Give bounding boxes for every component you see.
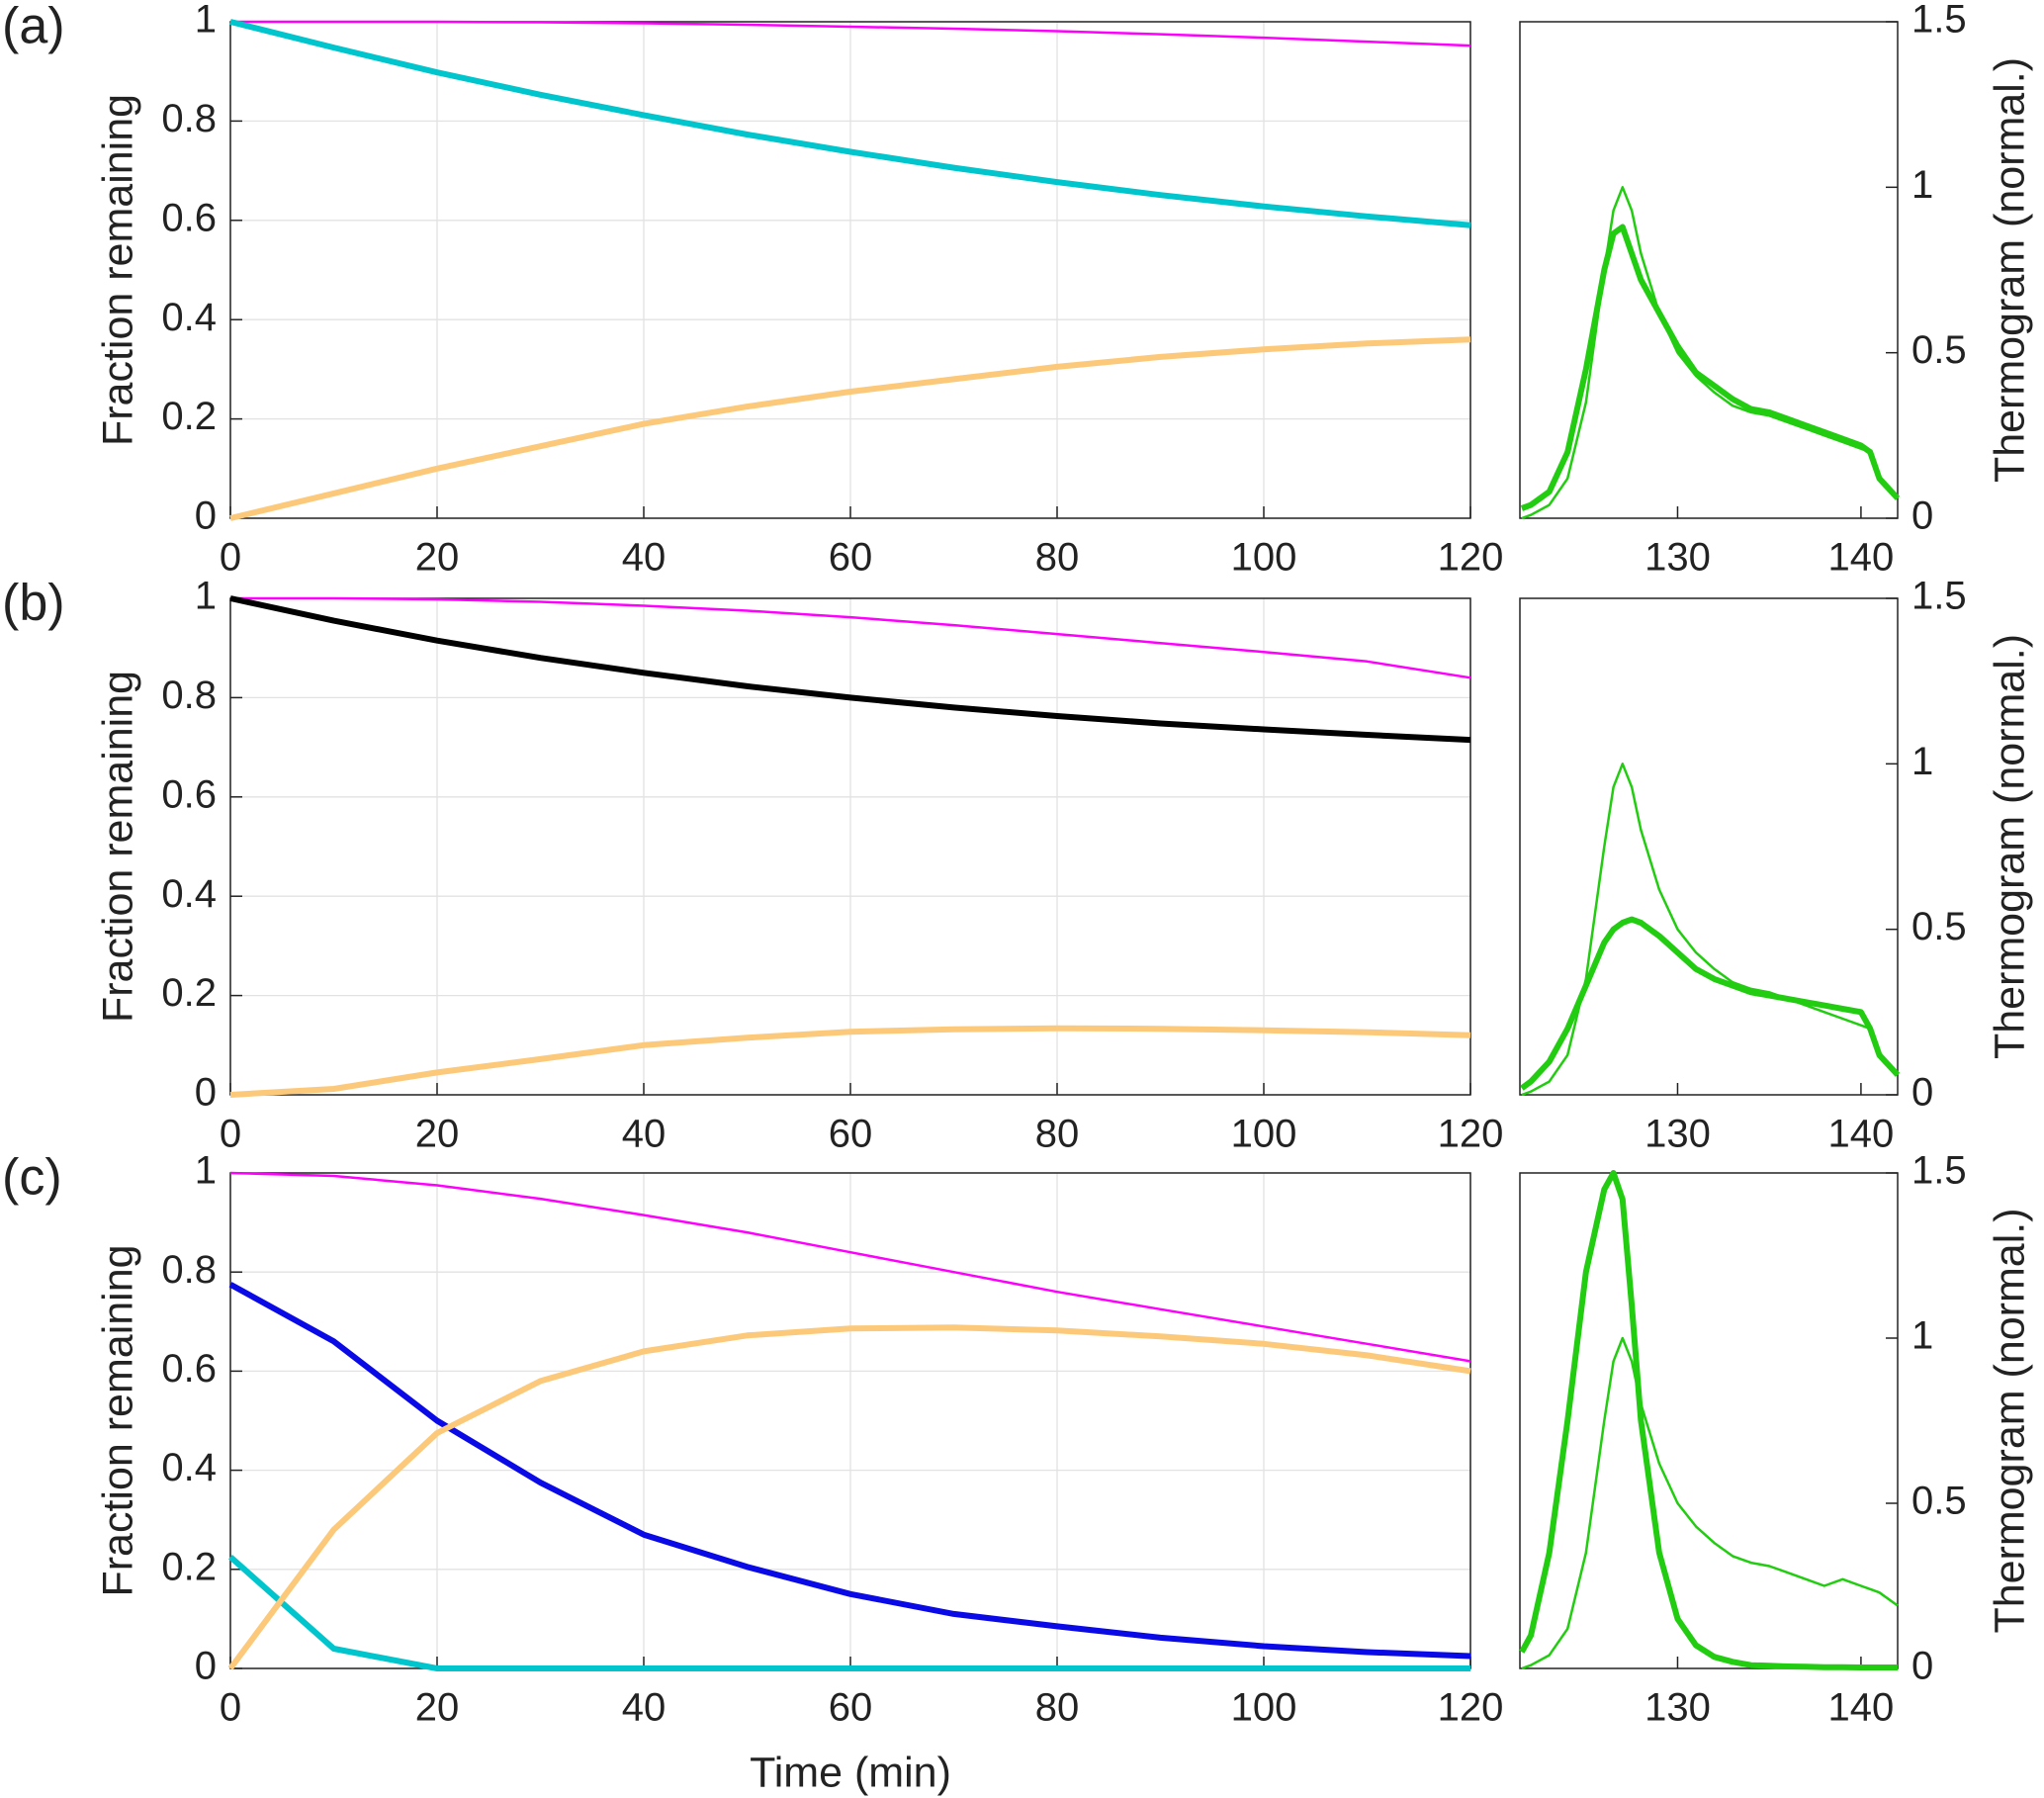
y-axis-label: Thermogram (normal.) xyxy=(1986,634,2033,1059)
x-tick-label: 140 xyxy=(1828,536,1895,580)
x-tick-label: 0 xyxy=(220,536,241,580)
data-line xyxy=(227,1324,1471,1670)
data-line xyxy=(230,596,1471,679)
x-tick-label: 40 xyxy=(622,1113,667,1156)
y-tick-label: 0.8 xyxy=(161,674,217,717)
panel-label: (b) xyxy=(2,575,65,632)
data-line xyxy=(230,20,1471,47)
x-tick-label: 100 xyxy=(1231,1113,1297,1156)
x-tick-label: 120 xyxy=(1438,1686,1504,1730)
panel: 0 20 40 60 80 100 120 0 0.2 0.4 0.6 0.8 1 (c) Fraction… xyxy=(2,1149,1503,1797)
x-tick-label: 130 xyxy=(1644,1113,1711,1156)
y-tick-label: 0.2 xyxy=(161,971,217,1015)
y-axis-label: Thermogram (normal.) xyxy=(1986,57,2033,483)
plot-frame xyxy=(229,21,1471,519)
plot-frame xyxy=(1519,597,1899,1096)
x-tick-label: 100 xyxy=(1231,1686,1297,1730)
x-tick-label: 120 xyxy=(1438,1113,1504,1156)
y-tick-label: 1 xyxy=(195,575,217,618)
x-tick-label: 0 xyxy=(220,1686,241,1730)
y-tick-label: 0.6 xyxy=(161,1347,217,1391)
data-line xyxy=(1521,763,1899,1097)
data-line xyxy=(229,1025,1471,1098)
y-tick-label: 0 xyxy=(195,494,217,538)
x-tick-label: 120 xyxy=(1438,536,1504,580)
x-tick-label: 80 xyxy=(1035,1113,1080,1156)
y-tick-label: 1 xyxy=(195,0,217,42)
y-tick-label: 1.5 xyxy=(1911,0,1967,42)
x-tick-label: 0 xyxy=(220,1113,241,1156)
panel: 130 140 0 0.5 1 1.5 Thermogram (normal.) xyxy=(1519,0,2033,580)
y-tick-label: 0.4 xyxy=(161,872,217,916)
y-axis-label: Fraction remaining xyxy=(94,671,141,1023)
panel-label: (c) xyxy=(2,1149,62,1207)
panel-label: (a) xyxy=(2,0,65,55)
plot-frame xyxy=(1519,1172,1899,1669)
x-tick-label: 130 xyxy=(1644,1686,1711,1730)
data-line xyxy=(1520,916,1901,1091)
panel: 130 140 0 0.5 1 1.5 Thermogram (normal.) xyxy=(1519,575,2033,1156)
data-line xyxy=(229,336,1471,521)
y-tick-label: 1 xyxy=(1911,1314,1933,1358)
y-tick-label: 0.4 xyxy=(161,1446,217,1489)
data-line xyxy=(228,1282,1471,1660)
x-tick-label: 40 xyxy=(622,536,667,580)
x-tick-label: 60 xyxy=(829,536,873,580)
panel: 0 20 40 60 80 100 120 0 0.2 0.4 0.6 0.8 1 (a) Fraction… xyxy=(2,0,1503,580)
y-tick-label: 0.6 xyxy=(161,772,217,816)
y-tick-label: 1 xyxy=(1911,740,1933,783)
x-tick-label: 140 xyxy=(1828,1113,1895,1156)
plot-frame xyxy=(229,597,1471,1096)
x-tick-label: 140 xyxy=(1828,1686,1895,1730)
y-tick-label: 0.5 xyxy=(1911,1480,1967,1523)
plot-frame xyxy=(1519,21,1899,519)
y-axis-label: Fraction remaining xyxy=(94,1244,141,1596)
y-tick-label: 0 xyxy=(195,1645,217,1688)
y-tick-label: 0.8 xyxy=(161,1248,217,1292)
y-tick-label: 1 xyxy=(195,1149,217,1193)
data-line xyxy=(229,595,1471,744)
y-tick-label: 0.2 xyxy=(161,1545,217,1588)
data-line xyxy=(229,19,1471,228)
x-tick-label: 40 xyxy=(622,1686,667,1730)
y-tick-label: 0 xyxy=(1911,1071,1933,1115)
panel: 130 140 0 0.5 1 1.5 Thermogram (normal.) xyxy=(1519,1149,2033,1730)
data-line xyxy=(229,1171,1471,1363)
x-tick-label: 60 xyxy=(829,1113,873,1156)
x-axis-label: Time (min) xyxy=(750,1749,951,1796)
x-tick-label: 20 xyxy=(415,1113,460,1156)
y-tick-label: 0 xyxy=(1911,1645,1933,1688)
data-line xyxy=(1521,1336,1899,1670)
panel: 0 20 40 60 80 100 120 0 0.2 0.4 0.6 0.8 1 (b) Fraction… xyxy=(2,575,1503,1156)
y-tick-label: 0.6 xyxy=(161,196,217,239)
x-tick-label: 20 xyxy=(415,536,460,580)
y-axis-label: Fraction remaining xyxy=(94,94,141,446)
y-tick-label: 1.5 xyxy=(1911,1149,1967,1193)
y-tick-label: 1.5 xyxy=(1911,575,1967,618)
x-tick-label: 80 xyxy=(1035,536,1080,580)
y-tick-label: 0.4 xyxy=(161,296,217,339)
data-line xyxy=(1519,1170,1898,1670)
y-tick-label: 0.2 xyxy=(161,395,217,438)
data-line xyxy=(228,1555,1470,1671)
data-line xyxy=(1521,186,1899,520)
x-tick-label: 130 xyxy=(1644,536,1711,580)
y-tick-label: 0.5 xyxy=(1911,905,1967,948)
x-tick-label: 80 xyxy=(1035,1686,1080,1730)
data-line xyxy=(1520,224,1901,511)
x-tick-label: 20 xyxy=(415,1686,460,1730)
y-axis-label: Thermogram (normal.) xyxy=(1986,1208,2033,1633)
y-tick-label: 0 xyxy=(1911,494,1933,538)
y-tick-label: 0.8 xyxy=(161,97,217,140)
x-tick-label: 100 xyxy=(1231,536,1297,580)
y-tick-label: 0.5 xyxy=(1911,328,1967,372)
x-tick-label: 60 xyxy=(829,1686,873,1730)
y-tick-label: 1 xyxy=(1911,163,1933,207)
y-tick-label: 0 xyxy=(195,1071,217,1115)
